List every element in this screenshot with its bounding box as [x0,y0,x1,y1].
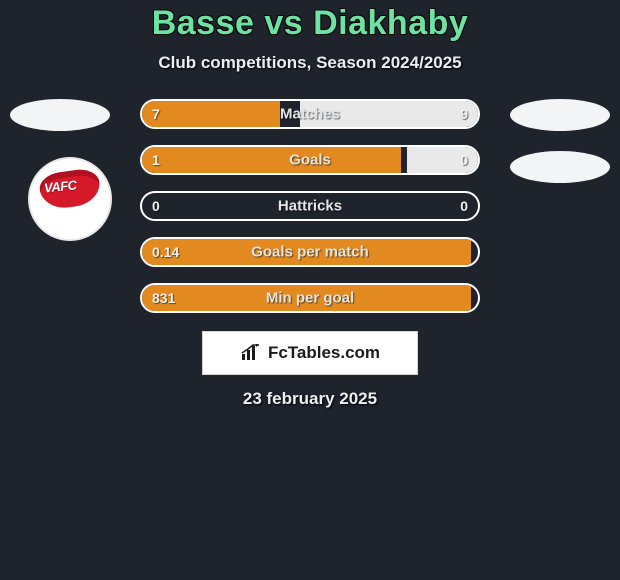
stat-value-left: 0 [152,198,160,214]
bar-chart-icon [240,344,262,362]
bar-left [142,147,401,173]
stat-label: Goals [289,152,331,169]
page-subtitle: Club competitions, Season 2024/2025 [0,53,620,73]
stat-row: 1 Goals 0 [140,145,480,175]
player-left-placeholder [10,99,110,131]
comparison-card: Basse vs Diakhaby Club competitions, Sea… [0,0,620,409]
stat-value-left: 7 [152,106,160,122]
stat-row: 0 Hattricks 0 [140,191,480,221]
date-stamp: 23 february 2025 [0,389,620,409]
stat-value-right: 0 [460,198,468,214]
stat-label: Hattricks [278,198,342,215]
stat-rows: 7 Matches 9 1 Goals 0 0 Hattricks 0 0.14 Goals per… [140,99,480,313]
stat-row: 7 Matches 9 [140,99,480,129]
stat-value-right: 0 [460,152,468,168]
stat-row: 0.14 Goals per match [140,237,480,267]
bar-left [142,101,280,127]
club-right-placeholder [510,151,610,183]
stat-value-left: 0.14 [152,244,179,260]
stat-label: Goals per match [251,244,369,261]
stat-row: 831 Min per goal [140,283,480,313]
brand-box[interactable]: FcTables.com [202,331,418,375]
stat-value-left: 1 [152,152,160,168]
page-title: Basse vs Diakhaby [0,4,620,43]
comparison-arena: VAFC 7 Matches 9 1 Goals 0 0 Hattricks 0 0.14 Goal… [0,99,620,409]
club-badge-left: VAFC [28,157,112,241]
stat-label: Matches [280,106,340,123]
brand-text: FcTables.com [268,343,380,363]
club-badge-text: VAFC [43,177,77,195]
stat-label: Min per goal [266,290,354,307]
stat-value-right: 9 [460,106,468,122]
stat-value-left: 831 [152,290,175,306]
player-right-placeholder [510,99,610,131]
